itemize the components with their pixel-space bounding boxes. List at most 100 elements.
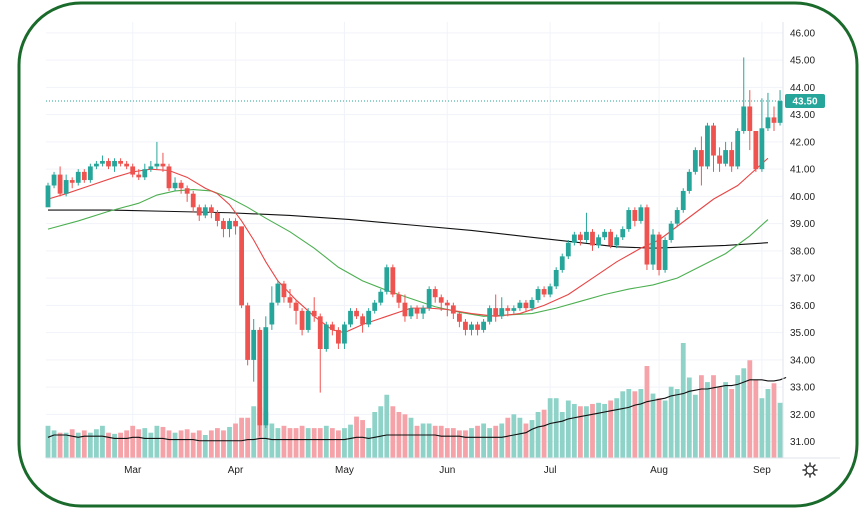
price-tick-label: 45.00 <box>790 56 815 67</box>
price-tick-label: 36.00 <box>790 301 815 312</box>
volume-bar <box>402 414 408 458</box>
candle-body <box>402 302 408 317</box>
volume-bar <box>705 382 710 458</box>
candle-body <box>75 171 81 183</box>
volume-bar <box>372 412 378 458</box>
candle-body <box>221 220 226 230</box>
volume-bar <box>541 409 547 458</box>
volume-bar <box>390 406 396 458</box>
candle-body <box>311 310 317 317</box>
volume-bar <box>112 433 117 458</box>
volume-bar <box>178 430 184 458</box>
volume-bar <box>263 412 269 458</box>
volume-bar <box>348 424 353 458</box>
volume-bar <box>499 423 505 458</box>
volume-bar <box>662 400 668 458</box>
price-tick-label: 43.00 <box>790 110 815 121</box>
volume-bar <box>717 386 722 458</box>
volume-bar <box>196 430 202 458</box>
candle-body <box>753 131 759 170</box>
candle-body <box>317 316 323 349</box>
volume-bar <box>420 423 426 458</box>
candle-body <box>275 283 281 303</box>
candle-body <box>614 237 620 246</box>
candle-body <box>148 166 154 170</box>
candle-body <box>505 308 511 311</box>
volume-bar <box>741 368 747 458</box>
candle-body <box>777 101 783 123</box>
candle-body <box>699 150 704 167</box>
volume-bar <box>650 393 656 458</box>
volume-bar <box>680 343 686 458</box>
candle-body <box>112 160 117 167</box>
candle-body <box>565 242 571 257</box>
volume-bar <box>287 428 293 458</box>
candle-body <box>354 310 359 317</box>
volume-bar <box>553 398 559 458</box>
volume-bar <box>469 428 474 458</box>
volume-bar <box>481 423 486 458</box>
candle-body <box>541 289 547 295</box>
candle-body <box>487 308 493 322</box>
price-tick-label: 33.00 <box>790 383 815 394</box>
candle-body <box>596 237 601 246</box>
candle-body <box>469 324 474 330</box>
candle-body <box>57 174 63 194</box>
volume-bar <box>239 417 244 458</box>
volume-bar <box>317 428 323 458</box>
volume-bar <box>511 414 517 458</box>
settings-gear-icon[interactable] <box>802 462 818 478</box>
volume-bar <box>686 377 692 458</box>
candle-body <box>444 302 450 306</box>
volume-bar <box>154 425 160 458</box>
candle-body <box>178 182 184 189</box>
candle-body <box>511 308 517 311</box>
candle-body <box>644 207 650 265</box>
candle-body <box>281 283 287 298</box>
candle-body <box>608 231 614 246</box>
volume-bar <box>547 398 553 458</box>
candle-body <box>692 150 698 172</box>
volume-ma-line <box>47 376 787 442</box>
volume-bar <box>771 383 777 458</box>
candle-body <box>426 289 432 309</box>
candle-body <box>535 289 541 300</box>
volume-bar <box>753 379 759 458</box>
ma-long-line <box>48 209 768 249</box>
volume-bar <box>638 389 644 458</box>
volume-bar <box>281 425 287 458</box>
candle-body <box>499 308 505 317</box>
price-tick-label: 40.00 <box>790 192 815 203</box>
volume-bar <box>63 432 69 458</box>
time-axis[interactable]: Mar Apr May Jun Jul Aug Sep <box>124 465 771 476</box>
price-tick-label: 32.00 <box>790 410 815 421</box>
candle-body <box>705 125 710 167</box>
price-axis[interactable]: 46.00 45.00 44.00 43.00 42.00 41.00 40.00 39.00… <box>790 28 815 448</box>
volume-bar <box>130 425 136 458</box>
volume-bar <box>692 394 698 458</box>
volume-bar <box>559 412 565 458</box>
candle-body <box>668 223 674 240</box>
price-tick-label: 44.00 <box>790 83 815 94</box>
candle-body <box>571 234 577 243</box>
candle-body <box>63 180 69 194</box>
volume-bar <box>747 360 753 458</box>
volume-bar <box>311 428 317 458</box>
volume-bar <box>626 389 632 458</box>
candle-body <box>638 207 644 221</box>
volume-bar <box>45 425 51 458</box>
candle-body <box>620 229 626 238</box>
candle-body <box>299 310 305 330</box>
candle-body <box>717 155 722 164</box>
candle-body <box>263 327 269 426</box>
volume-bar <box>584 406 589 458</box>
volume-bar <box>245 417 251 458</box>
candle-body <box>81 171 87 181</box>
volume-bar <box>644 366 650 458</box>
volume-bar <box>221 430 226 458</box>
candle-body <box>100 160 105 164</box>
price-tick-label: 31.00 <box>790 437 815 448</box>
volume-bar <box>571 403 577 458</box>
volume-bar <box>602 403 607 458</box>
volume-bar <box>323 425 329 458</box>
